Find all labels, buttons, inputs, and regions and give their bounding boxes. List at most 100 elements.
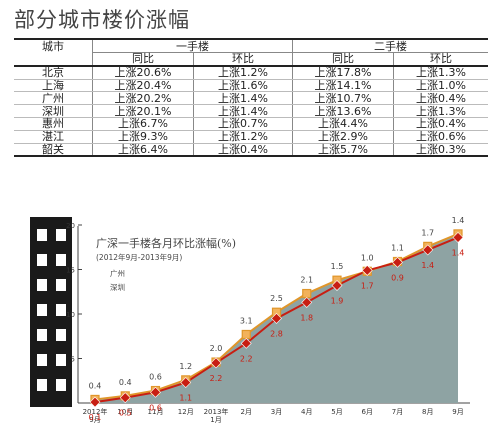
table-row: 湛江 上涨9.3% 上涨1.2% 上涨2.9% 上涨0.6%: [14, 130, 488, 144]
empty-cell: [14, 52, 93, 67]
value-cell: 上涨1.4%: [193, 104, 293, 118]
value-cell: 上涨1.0%: [393, 79, 488, 93]
building-window: [37, 229, 47, 241]
x-tick-label: 11月: [148, 408, 164, 416]
point-shenzhen: [271, 313, 282, 324]
value-cell: 上涨1.2%: [193, 65, 293, 80]
point-shenzhen: [89, 396, 101, 408]
page-title: 部分城市楼价涨幅: [14, 8, 190, 32]
data-label-shenzhen: 1.8: [300, 313, 313, 322]
value-cell: 上涨1.4%: [193, 91, 293, 106]
value-cell: 上涨20.2%: [92, 91, 194, 106]
value-cell: 上涨0.4%: [193, 143, 293, 158]
building-window: [56, 304, 66, 316]
chart-title: 广深一手楼各月环比涨幅(%): [96, 236, 236, 250]
data-label-guangzhou: 1.0: [361, 253, 374, 262]
value-cell: 上涨20.4%: [92, 79, 194, 93]
x-tick-label: 5月: [331, 408, 342, 416]
value-cell: 上涨0.6%: [393, 130, 488, 144]
point-shenzhen: [119, 392, 131, 404]
data-label-guangzhou: 0.4: [119, 378, 132, 387]
value-cell: 上涨20.1%: [92, 104, 194, 118]
building-window: [56, 354, 66, 366]
data-label-shenzhen: 0.1: [89, 413, 102, 422]
data-label-guangzhou: 2.0: [210, 344, 223, 353]
value-cell: 上涨0.3%: [393, 143, 488, 158]
building-window: [56, 279, 66, 291]
point-guangzhou: [302, 288, 312, 299]
city-cell: 广州: [14, 91, 93, 106]
x-tick-label: 9月: [452, 408, 463, 416]
data-label-guangzhou: 1.7: [421, 228, 434, 237]
point-shenzhen: [361, 264, 373, 276]
city-cell: 北京: [14, 65, 93, 80]
building-window: [37, 254, 47, 266]
value-cell: 上涨17.8%: [292, 65, 394, 80]
data-label-guangzhou: 0.6: [149, 373, 162, 382]
line-chart: 5 10 15 20 2012年 9月 10月 11月 12月 2013年 1月 2月 3月 4月 5月 6…: [30, 205, 472, 433]
subheader-yoy: 同比: [292, 52, 394, 67]
value-cell: 上涨10.7%: [292, 91, 394, 106]
point-shenzhen: [240, 337, 252, 349]
table-row: 惠州 上涨6.7% 上涨0.7% 上涨4.4% 上涨0.4%: [14, 117, 488, 131]
data-label-guangzhou: 0.4: [89, 381, 102, 390]
point-shenzhen: [150, 386, 161, 398]
y-tick-label: 15: [66, 267, 75, 275]
x-tick-label: 2月: [241, 408, 252, 416]
value-cell: 上涨6.7%: [92, 117, 194, 131]
building-window: [37, 379, 47, 391]
y-tick-label: 5: [71, 356, 75, 364]
point-shenzhen: [210, 357, 222, 369]
data-label-shenzhen: 0.9: [391, 273, 404, 282]
value-cell: 上涨0.4%: [393, 91, 488, 106]
value-cell: 上涨9.3%: [92, 130, 194, 144]
value-cell: 上涨6.4%: [92, 143, 194, 158]
building-window: [37, 279, 47, 291]
value-cell: 上涨1.3%: [393, 65, 488, 80]
value-cell: 上涨5.7%: [292, 143, 394, 158]
value-cell: 上涨0.7%: [193, 117, 293, 131]
building-window: [37, 304, 47, 316]
value-cell: 上涨4.4%: [292, 117, 394, 131]
data-label-shenzhen: 2.2: [240, 354, 253, 363]
building-window: [37, 329, 47, 341]
price-table: 城市 一手楼 二手楼 同比 环比 同比 环比 北京 上涨20.6% 上涨1.2% 上涨…: [14, 38, 488, 158]
data-label-guangzhou: 2.1: [300, 276, 313, 285]
building-window: [56, 254, 66, 266]
x-tick-label: 3月: [271, 408, 282, 416]
value-cell: 上涨13.6%: [292, 104, 394, 118]
value-cell: 上涨1.2%: [193, 130, 293, 144]
building-window: [56, 329, 66, 341]
data-label-guangzhou: 3.1: [240, 316, 253, 325]
value-cell: 上涨20.6%: [92, 65, 194, 80]
legend-guangzhou: 广州: [110, 268, 125, 278]
x-tick-label: 2012年 9月: [83, 407, 108, 424]
point-shenzhen: [331, 280, 343, 291]
legend-shenzhen: 深圳: [110, 282, 125, 292]
data-label-guangzhou: 2.5: [270, 294, 283, 303]
x-tick-label: 7月: [392, 408, 403, 416]
data-label-shenzhen: 2.8: [270, 329, 283, 338]
x-tick-label: 10月: [117, 408, 133, 416]
city-cell: 惠州: [14, 117, 93, 131]
table-row: 上海 上涨20.4% 上涨1.6% 上涨14.1% 上涨1.0%: [14, 79, 488, 93]
subheader-mom: 环比: [393, 52, 488, 67]
table-row: 北京 上涨20.6% 上涨1.2% 上涨17.8% 上涨1.3%: [14, 65, 488, 80]
point-shenzhen: [422, 244, 434, 256]
data-label-shenzhen: 1.4: [452, 248, 465, 257]
data-label-guangzhou: 1.1: [391, 243, 404, 252]
value-cell: 上涨1.6%: [193, 79, 293, 93]
table-subheader-row: 同比 环比 同比 环比: [14, 52, 488, 67]
data-label-shenzhen: 2.2: [210, 374, 223, 383]
data-label-shenzhen: 1.4: [421, 261, 434, 270]
data-label-shenzhen: 0.6: [149, 403, 162, 412]
city-cell: 深圳: [14, 104, 93, 118]
building-window: [56, 379, 66, 391]
group-header-new-homes: 一手楼: [92, 38, 293, 53]
value-cell: 上涨2.9%: [292, 130, 394, 144]
city-cell: 湛江: [14, 130, 93, 144]
building-window: [37, 354, 47, 366]
value-cell: 上涨14.1%: [292, 79, 394, 93]
x-tick-label: 12月: [178, 408, 194, 416]
point-shenzhen: [452, 232, 464, 243]
